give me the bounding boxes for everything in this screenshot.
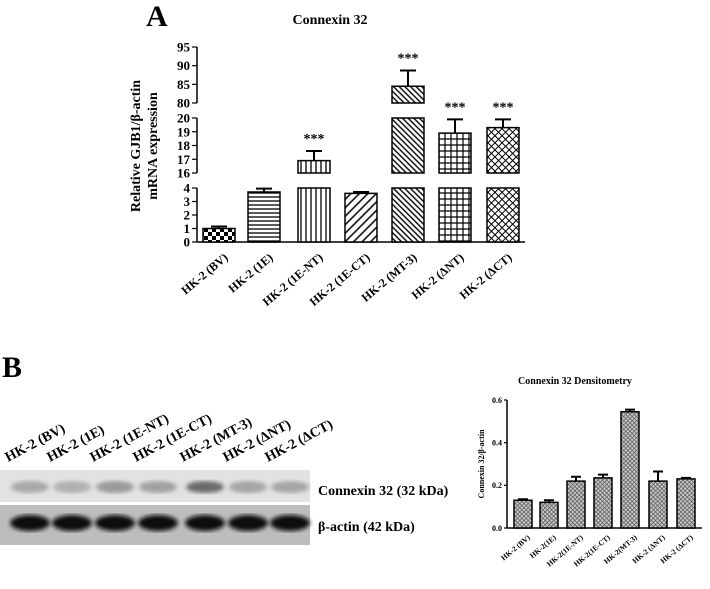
x-tick-label: HK-2 (BV): [499, 533, 532, 563]
y-axis-label: mRNA expression: [146, 92, 161, 200]
x-tick-label: HK-2 (BV): [178, 250, 230, 297]
blot-band: [139, 481, 177, 493]
y-tick-label: 20: [177, 111, 190, 126]
bar: [344, 192, 378, 243]
bar: [247, 191, 281, 243]
error-bar: [400, 69, 416, 87]
y-axis-label: Connexin 32/β-actin: [477, 429, 486, 498]
y-tick-label: 95: [177, 40, 191, 55]
error-bar: [625, 408, 635, 412]
x-tick-label: HK-2 (1E): [225, 250, 275, 295]
blot-band: [10, 515, 50, 531]
error-bar: [306, 150, 322, 161]
blot-band: [271, 481, 309, 493]
y-tick-label: 2: [184, 208, 191, 223]
y-tick-label: 18: [177, 138, 191, 153]
bar: [539, 501, 559, 529]
x-tick-label: HK-2 (ΔCT): [457, 250, 515, 302]
y-tick-label: 0.6: [492, 396, 502, 405]
y-tick-label: 17: [177, 152, 191, 167]
panel-label: B: [2, 351, 22, 384]
y-tick-label: 85: [177, 77, 191, 92]
y-tick-label: 0.4: [492, 438, 502, 447]
error-bar: [211, 225, 227, 229]
bar: [513, 499, 533, 529]
blot-band: [11, 481, 49, 493]
error-bar: [518, 498, 528, 501]
bar: [297, 159, 331, 243]
blot-band: [186, 481, 224, 493]
significance: ***: [304, 132, 325, 147]
error-bar: [495, 118, 511, 128]
bar: [676, 478, 696, 529]
y-axis-label: Relative GJB1/β-actin: [129, 80, 144, 212]
bar: [202, 227, 236, 243]
blot-band: [96, 481, 134, 493]
error-bar: [353, 191, 369, 194]
error-bar: [653, 470, 663, 482]
chart-title: Connexin 32 Densitometry: [518, 376, 632, 387]
blot-band: [95, 515, 135, 531]
y-tick-label: 0: [184, 235, 191, 250]
y-tick-label: 90: [177, 58, 190, 73]
blot-band: [53, 481, 91, 493]
blot-row-label: β-actin (42 kDa): [318, 520, 415, 535]
bar: [566, 480, 586, 529]
y-tick-label: 4: [184, 181, 191, 196]
y-tick-label: 0.2: [492, 481, 502, 490]
blot-band: [138, 515, 178, 531]
error-bar: [598, 473, 608, 478]
error-bar: [544, 499, 554, 503]
y-tick-label: 0.0: [492, 524, 502, 533]
significance: ***: [398, 52, 419, 67]
blot-band: [270, 515, 310, 531]
chart-title: Connexin 32: [292, 13, 367, 28]
bar: [620, 410, 640, 529]
bar: [438, 132, 472, 243]
significance: ***: [493, 100, 514, 115]
panel-label: A: [146, 0, 168, 33]
blot-band: [229, 481, 267, 493]
bar: [486, 126, 520, 243]
y-tick-label: 1: [184, 221, 191, 236]
y-tick-label: 16: [177, 166, 191, 181]
bar: [648, 480, 668, 529]
bar: [391, 85, 425, 243]
blot-band: [185, 515, 225, 531]
error-bar: [447, 118, 463, 134]
significance: ***: [445, 100, 466, 115]
y-tick-label: 80: [177, 96, 190, 111]
blot-row-label: Connexin 32 (32 kDa): [318, 484, 449, 499]
blot-band: [52, 515, 92, 531]
y-tick-label: 3: [184, 194, 191, 209]
error-bar: [681, 476, 691, 479]
bar: [593, 477, 613, 529]
blot-band: [228, 515, 268, 531]
error-bar: [256, 187, 272, 193]
y-tick-label: 19: [177, 124, 191, 139]
error-bar: [571, 475, 581, 482]
